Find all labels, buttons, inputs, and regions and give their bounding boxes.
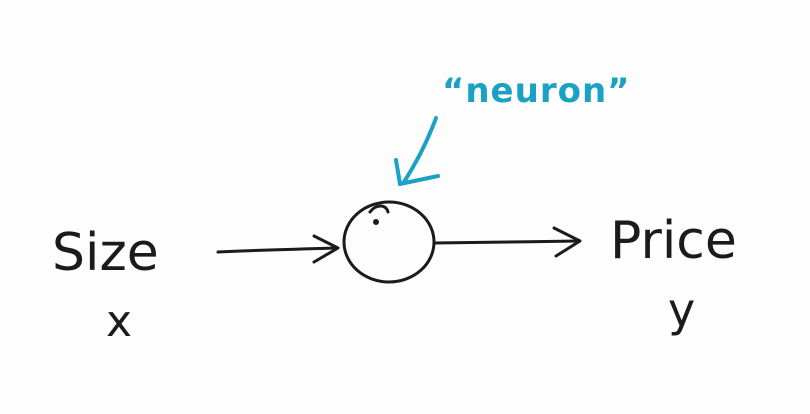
output-symbol-y: y xyxy=(668,283,695,337)
input-label-size: Size xyxy=(52,223,159,283)
input-arrow xyxy=(216,234,340,264)
neuron-annotation-label: “neuron” xyxy=(442,71,631,111)
input-symbol-x: x xyxy=(106,296,132,347)
output-arrow xyxy=(432,226,582,258)
output-label-price: Price xyxy=(610,211,737,271)
annotation-arrow xyxy=(394,116,440,186)
neuron-node xyxy=(342,200,436,284)
